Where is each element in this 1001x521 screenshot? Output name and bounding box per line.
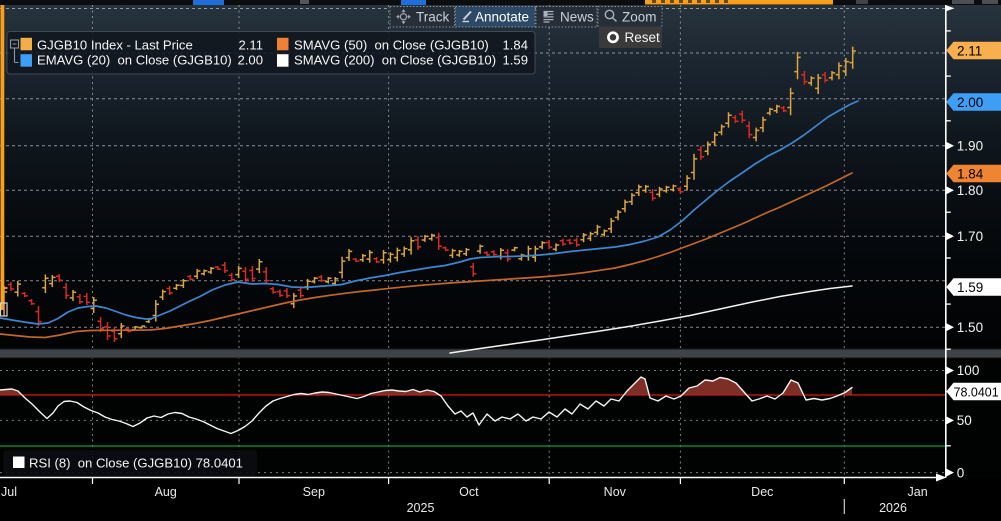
svg-text:1.80: 1.80 bbox=[957, 183, 983, 198]
svg-text:100: 100 bbox=[957, 363, 980, 378]
svg-text:SMAVG (50) on Close (GJGB10): SMAVG (50) on Close (GJGB10) bbox=[294, 38, 489, 53]
svg-text:Aug: Aug bbox=[155, 485, 177, 499]
svg-text:1.59: 1.59 bbox=[503, 53, 528, 68]
svg-text:1.84: 1.84 bbox=[503, 38, 528, 53]
svg-text:EMAVG (20) on Close (GJGB10): EMAVG (20) on Close (GJGB10) bbox=[37, 53, 232, 68]
svg-text:1.70: 1.70 bbox=[957, 229, 983, 244]
svg-text:Sep: Sep bbox=[303, 485, 325, 499]
svg-text:1.50: 1.50 bbox=[957, 320, 983, 335]
svg-text:1.59: 1.59 bbox=[957, 280, 983, 295]
svg-text:78.0401: 78.0401 bbox=[954, 385, 999, 399]
svg-text:RSI (8) on Close (GJGB10) 78.: RSI (8) on Close (GJGB10) 78.0401 bbox=[29, 456, 243, 471]
svg-text:Dec: Dec bbox=[751, 485, 773, 499]
svg-text:SMAVG (200) on Close (GJGB10): SMAVG (200) on Close (GJGB10) bbox=[294, 53, 496, 68]
svg-text:50: 50 bbox=[957, 413, 972, 428]
svg-text:2.00: 2.00 bbox=[238, 53, 263, 68]
svg-text:2.00: 2.00 bbox=[957, 95, 983, 110]
svg-text:2.11: 2.11 bbox=[957, 43, 982, 58]
svg-text:Track: Track bbox=[416, 10, 449, 25]
svg-text:0: 0 bbox=[957, 465, 965, 480]
svg-text:Nov: Nov bbox=[604, 485, 627, 499]
svg-text:Zoom: Zoom bbox=[622, 10, 657, 25]
svg-text:1.84: 1.84 bbox=[957, 166, 984, 181]
svg-text:2026: 2026 bbox=[879, 501, 907, 515]
svg-text:2.11: 2.11 bbox=[238, 38, 263, 53]
svg-text:News: News bbox=[560, 10, 594, 25]
svg-text:1.90: 1.90 bbox=[957, 139, 983, 154]
svg-text:Annotate: Annotate bbox=[475, 10, 529, 25]
svg-text:Reset: Reset bbox=[625, 30, 661, 45]
svg-text:Jan: Jan bbox=[908, 485, 928, 499]
svg-text:Oct: Oct bbox=[459, 485, 479, 499]
svg-text:GJGB10 Index - Last Price: GJGB10 Index - Last Price bbox=[37, 38, 193, 53]
svg-text:2025: 2025 bbox=[407, 501, 435, 515]
svg-text:Jul: Jul bbox=[1, 485, 17, 499]
